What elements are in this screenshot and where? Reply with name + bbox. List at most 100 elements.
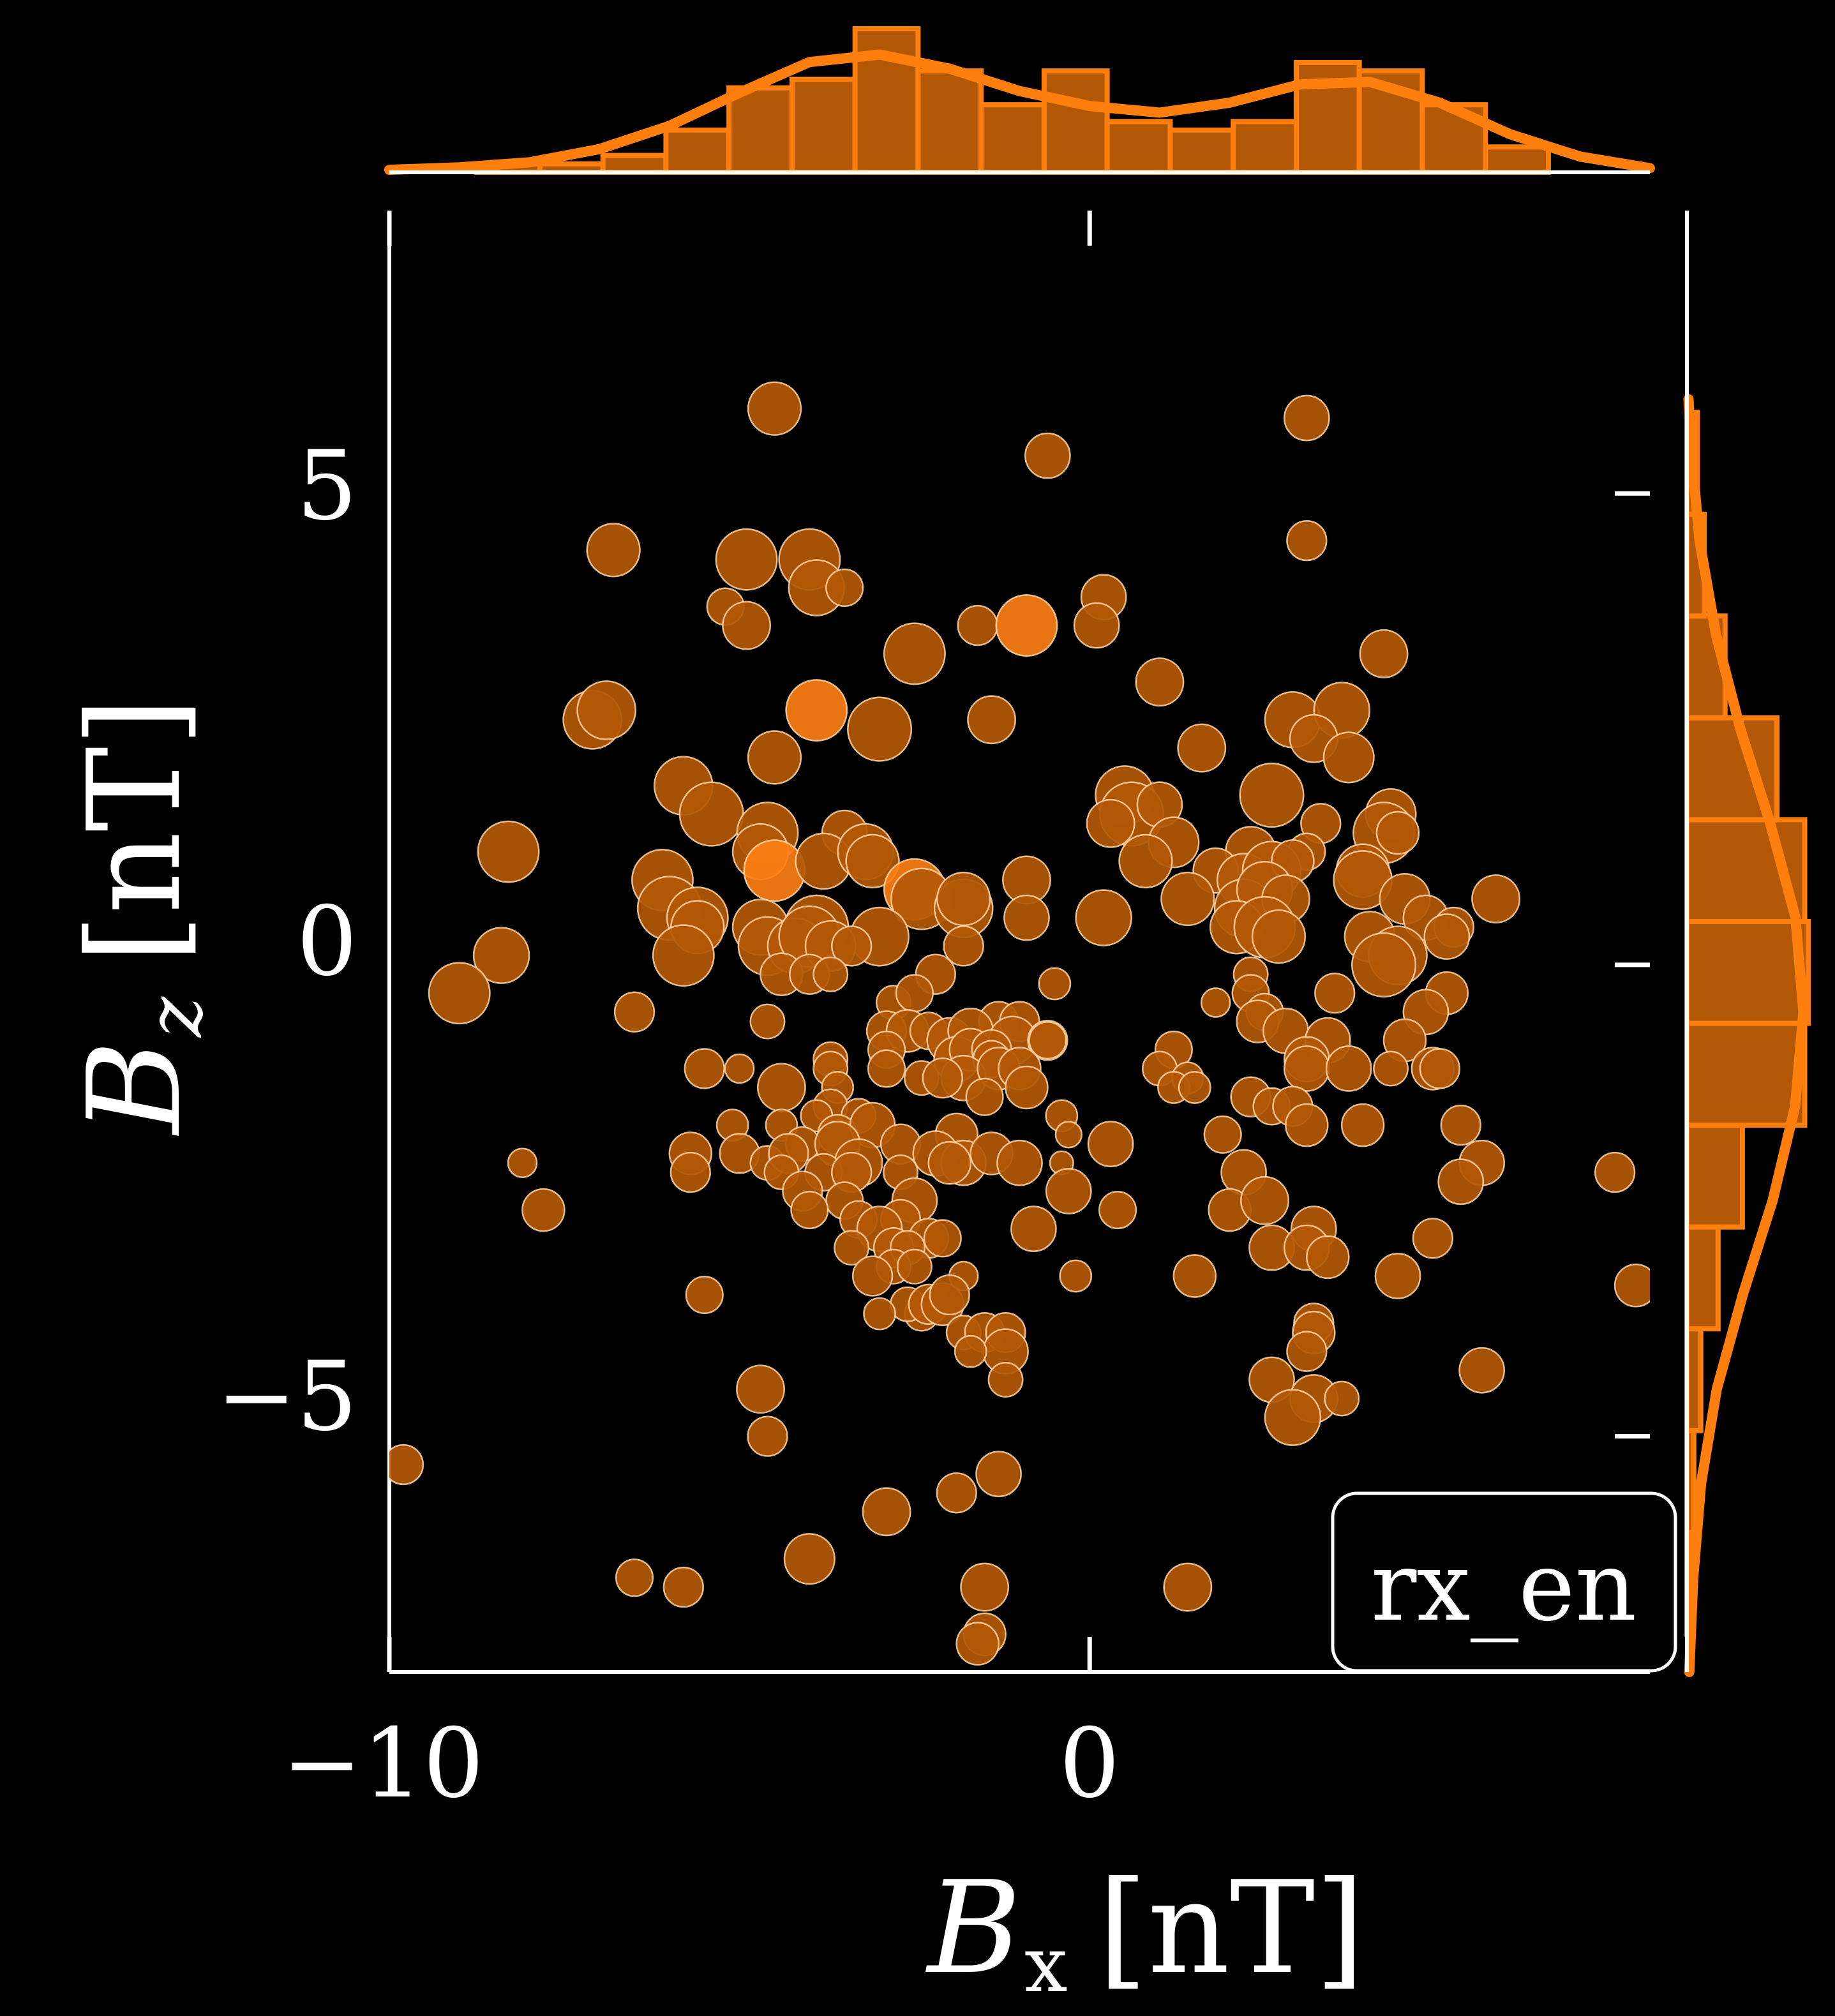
scatter-point <box>613 991 655 1033</box>
top-hist-bar <box>915 68 984 175</box>
scatter-point <box>1240 1176 1289 1225</box>
right-hist-bar <box>1684 1020 1808 1128</box>
legend-box <box>1331 1491 1677 1673</box>
scatter-point <box>1003 894 1050 941</box>
scatter-point <box>1423 913 1471 960</box>
scatter-point <box>684 1048 725 1089</box>
right-hist-bar <box>1684 1326 1704 1433</box>
scatter-point <box>1340 1103 1385 1147</box>
scatter-points <box>389 381 1650 1666</box>
scatter-point <box>831 925 873 967</box>
scatter-point <box>1163 1562 1213 1612</box>
scatter-point <box>1177 723 1227 773</box>
scatter-point <box>1073 602 1120 649</box>
scatter-point <box>929 1274 970 1316</box>
scatter-point <box>389 1444 424 1486</box>
top-hist-bar <box>789 77 858 175</box>
scatter-point <box>1028 1021 1067 1060</box>
scatter-point <box>863 1297 896 1331</box>
right-hist-bar <box>1684 1224 1721 1332</box>
scatter-point <box>1010 1206 1057 1252</box>
scatter-point <box>1437 1158 1485 1206</box>
scatter-point <box>472 927 530 984</box>
scatter-point <box>1351 932 1417 997</box>
scatter-point <box>1284 1045 1330 1092</box>
scatter-point <box>1458 1347 1506 1394</box>
scatter-point <box>1322 731 1375 784</box>
scatter-point <box>652 924 715 987</box>
scatter-point <box>1135 657 1185 707</box>
x-tick-label-neg10: −10 <box>282 1708 484 1819</box>
scatter-point <box>736 1364 785 1414</box>
scatter-point <box>923 1219 962 1258</box>
scatter-point <box>1285 1103 1329 1147</box>
scatter-point <box>847 696 913 762</box>
scatter-point <box>960 1562 1010 1612</box>
y-tick-label-neg5: −5 <box>216 1341 357 1452</box>
scatter-point <box>895 974 934 1013</box>
y-axis-label-unit: [nT] <box>61 697 209 964</box>
scatter-point <box>790 1191 829 1230</box>
scatter-point <box>813 956 849 992</box>
scatter-point <box>428 962 491 1025</box>
scatter-point <box>1098 1191 1137 1230</box>
top-kde-line <box>384 49 1655 175</box>
scatter-point <box>747 730 802 785</box>
scatter-point <box>1306 1235 1350 1280</box>
scatter-point <box>1045 1168 1092 1214</box>
scatter-point <box>1359 629 1409 678</box>
axis-ticks <box>387 211 1650 1672</box>
top-hist-bar <box>1167 127 1236 175</box>
scatter-point <box>851 1255 894 1297</box>
x-axis-label-subscript: x <box>1024 1921 1068 2010</box>
scatter-point <box>1419 1048 1460 1089</box>
x-tick-label-0: 0 <box>1059 1708 1120 1819</box>
scatter-point <box>670 1151 711 1193</box>
scatter-point <box>785 679 848 742</box>
top-hist-bar <box>1041 68 1110 175</box>
scatter-point <box>987 1362 1024 1398</box>
scatter-point <box>954 1334 987 1368</box>
scatter-point <box>756 1063 806 1112</box>
top-hist-bar <box>663 127 732 175</box>
scatter-point <box>521 1188 565 1232</box>
y-axis-label-symbol: B <box>61 1040 209 1137</box>
scatter-point <box>507 1147 538 1178</box>
scatter-point <box>1160 871 1215 927</box>
scatter-point <box>825 568 864 608</box>
scatter-point <box>722 601 772 650</box>
top-hist-bar <box>1231 119 1299 175</box>
scatter-point <box>936 871 991 927</box>
scatter-point <box>1054 1121 1082 1149</box>
right-hist-bar <box>1684 1123 1745 1230</box>
scatter-point <box>715 528 778 591</box>
scatter-point <box>749 1003 786 1040</box>
scatter-point <box>883 622 946 685</box>
scatter-point <box>477 820 540 883</box>
top-hist-bar <box>1104 119 1173 175</box>
legend-label: rx_en <box>1371 1532 1637 1643</box>
scatter-point <box>965 1077 1004 1116</box>
scatter-point <box>1203 1115 1242 1154</box>
scatter-point <box>834 1230 870 1266</box>
scatter-point <box>1087 1121 1134 1167</box>
y-tick-label-5: 5 <box>297 431 357 542</box>
scatter-point <box>957 604 998 646</box>
right-marginal-kde <box>1683 394 1809 1677</box>
scatter-point <box>1325 1045 1372 1092</box>
scatter-point <box>1375 810 1420 855</box>
x-axis-label: B x [nT] <box>925 1854 1365 2010</box>
scatter-point <box>862 1487 911 1537</box>
scatter-point <box>1264 1389 1322 1446</box>
scatter-point <box>1059 1259 1093 1293</box>
scatter-point <box>663 1566 704 1608</box>
scatter-point <box>1314 973 1356 1014</box>
scatter-point <box>747 1415 788 1457</box>
top-hist-bar <box>1483 144 1551 175</box>
scatter-point <box>1172 1254 1217 1298</box>
scatter-point <box>1412 1218 1454 1259</box>
scatter-point <box>943 925 984 967</box>
scatter-point <box>896 1248 932 1285</box>
right-kde-line <box>1683 394 1809 1677</box>
